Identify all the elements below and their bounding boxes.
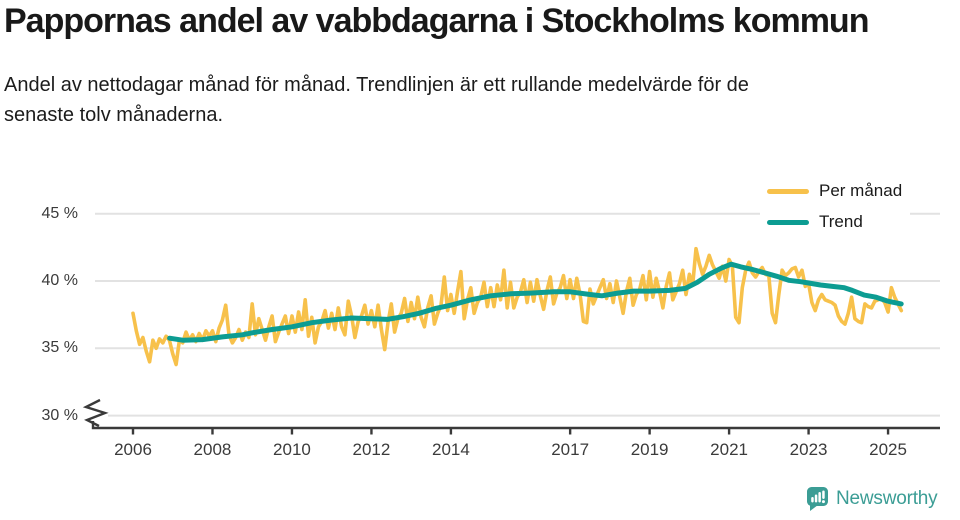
y-axis-tick-label-30: 30 % [41, 406, 78, 424]
x-axis-tick-label-2017: 2017 [551, 440, 590, 459]
x-axis-tick-label-2019: 2019 [630, 440, 669, 459]
legend-label-per-manad: Per månad [819, 181, 903, 200]
legend-item-per-manad: Per månad [760, 178, 911, 204]
x-axis-tick-label-2025: 2025 [869, 440, 907, 459]
x-axis-tick-label-2010: 2010 [273, 440, 311, 459]
chart-subtitle-line-2: senaste tolv månaderna. [4, 104, 224, 126]
legend-item-trend: Trend [760, 209, 911, 235]
y-axis-tick-label-40: 40 % [41, 272, 78, 289]
newsworthy-logo-icon [806, 486, 829, 512]
chart-title: Pappornas andel av vabbdagarna i Stockho… [4, 2, 869, 40]
legend-label-trend: Trend [819, 212, 863, 231]
x-axis-tick-label-2012: 2012 [352, 440, 391, 459]
y-axis-tick-label-45: 45 % [41, 204, 78, 222]
x-axis-tick-label-2006: 2006 [114, 440, 152, 459]
x-axis-tick-label-2008: 2008 [193, 440, 232, 459]
newsworthy-logo-text: Newsworthy [836, 488, 938, 509]
x-axis-tick-label-2014: 2014 [431, 440, 470, 459]
brand-footer: Newsworthy [806, 486, 938, 512]
legend-swatch-per-manad-icon [767, 188, 809, 194]
y-axis-tick-label-35: 35 % [41, 339, 78, 357]
x-axis-tick-label-2021: 2021 [710, 440, 749, 459]
chart-subtitle: Andel av nettodagar månad för månad. Tre… [4, 70, 749, 130]
x-axis-tick-label-2023: 2023 [789, 440, 828, 459]
chart-legend: Per månad Trend [760, 178, 911, 240]
legend-swatch-trend-icon [767, 219, 809, 225]
chart-subtitle-line-1: Andel av nettodagar månad för månad. Tre… [4, 74, 749, 96]
